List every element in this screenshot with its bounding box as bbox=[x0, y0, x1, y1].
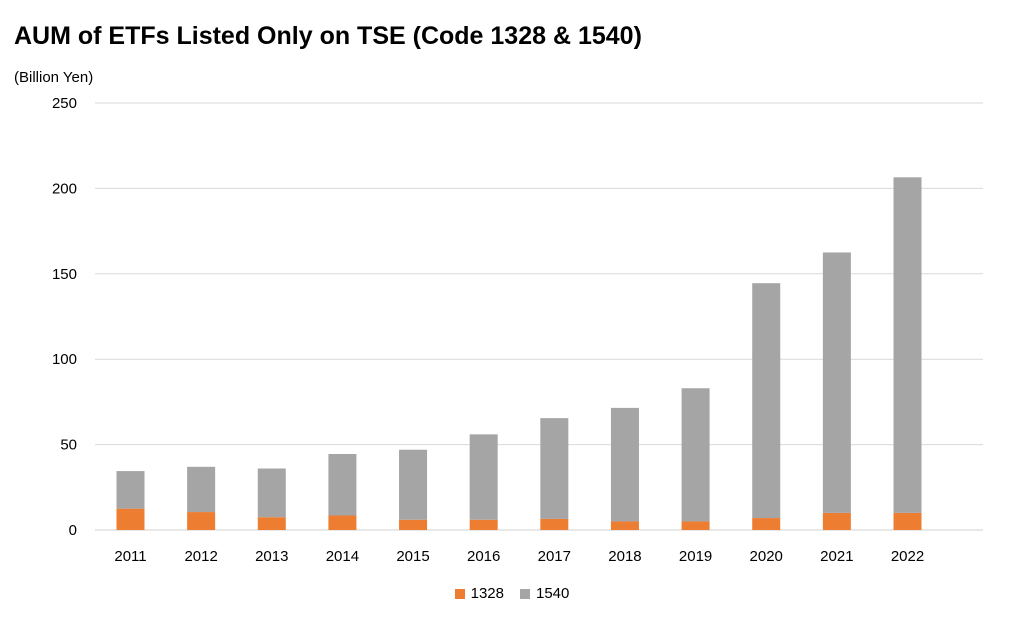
bar-1540-2020 bbox=[752, 283, 781, 519]
x-tick-label-2016: 2016 bbox=[467, 548, 500, 565]
x-tick-label-2020: 2020 bbox=[750, 548, 783, 565]
legend-swatch-1540 bbox=[520, 588, 530, 599]
bar-1540-2013 bbox=[257, 468, 286, 518]
bar-1540-2015 bbox=[399, 449, 428, 520]
x-tick-label-2012: 2012 bbox=[184, 548, 217, 565]
bar-1540-2019 bbox=[681, 388, 710, 522]
legend-label-1328: 1328 bbox=[470, 585, 504, 602]
y-tick-label-200: 200 bbox=[52, 180, 77, 197]
bar-1328-2021 bbox=[822, 512, 851, 530]
bar-1328-2022 bbox=[893, 512, 922, 530]
x-tick-label-2014: 2014 bbox=[326, 548, 359, 565]
x-tick-label-2015: 2015 bbox=[396, 548, 429, 565]
bar-1328-2014 bbox=[328, 515, 357, 530]
bar-1540-2012 bbox=[187, 466, 216, 513]
y-tick-label-100: 100 bbox=[52, 351, 77, 368]
x-tick-label-2013: 2013 bbox=[255, 548, 288, 565]
chart-plot: 0 50 100 150 200 250 2011 2012 2013 2014 2015 2016 2… bbox=[52, 95, 983, 565]
bar-1328-2018 bbox=[610, 521, 639, 530]
bar-1328-2019 bbox=[681, 521, 710, 530]
bar-1540-2021 bbox=[822, 252, 851, 513]
x-tick-label-2017: 2017 bbox=[538, 548, 571, 565]
bar-1328-2017 bbox=[540, 518, 569, 530]
bar-1328-2016 bbox=[469, 519, 498, 530]
bar-1540-2014 bbox=[328, 453, 357, 516]
bar-1540-2017 bbox=[540, 418, 569, 519]
y-axis-unit-label: (Billion Yen) bbox=[14, 69, 94, 86]
x-tick-label-2018: 2018 bbox=[608, 548, 641, 565]
bar-1540-2011 bbox=[116, 471, 145, 509]
legend: 1328 1540 bbox=[0, 585, 1024, 602]
bar-1328-2011 bbox=[116, 508, 145, 530]
x-tick-label-2019: 2019 bbox=[679, 548, 712, 565]
x-tick-label-2022: 2022 bbox=[891, 548, 924, 565]
legend-label-1540: 1540 bbox=[536, 585, 570, 602]
legend-item-1328: 1328 bbox=[454, 585, 504, 602]
legend-swatch-1328 bbox=[454, 588, 465, 599]
bar-1540-2022 bbox=[893, 177, 922, 513]
x-tick-label-2021: 2021 bbox=[820, 548, 853, 565]
bar-1540-2018 bbox=[610, 407, 639, 522]
bar-1328-2015 bbox=[399, 519, 428, 530]
bar-1328-2013 bbox=[257, 517, 286, 530]
x-tick-label-2011: 2011 bbox=[114, 548, 146, 565]
y-tick-label-50: 50 bbox=[60, 437, 77, 454]
y-tick-label-250: 250 bbox=[52, 95, 77, 112]
bar-1328-2012 bbox=[187, 512, 216, 530]
legend-item-1540: 1540 bbox=[520, 585, 569, 602]
bar-1540-2016 bbox=[469, 434, 498, 520]
bar-1328-2020 bbox=[752, 518, 781, 530]
y-tick-label-150: 150 bbox=[52, 266, 77, 283]
y-tick-label-0: 0 bbox=[69, 522, 77, 539]
chart-title: AUM of ETFs Listed Only on TSE (Code 132… bbox=[14, 22, 642, 50]
